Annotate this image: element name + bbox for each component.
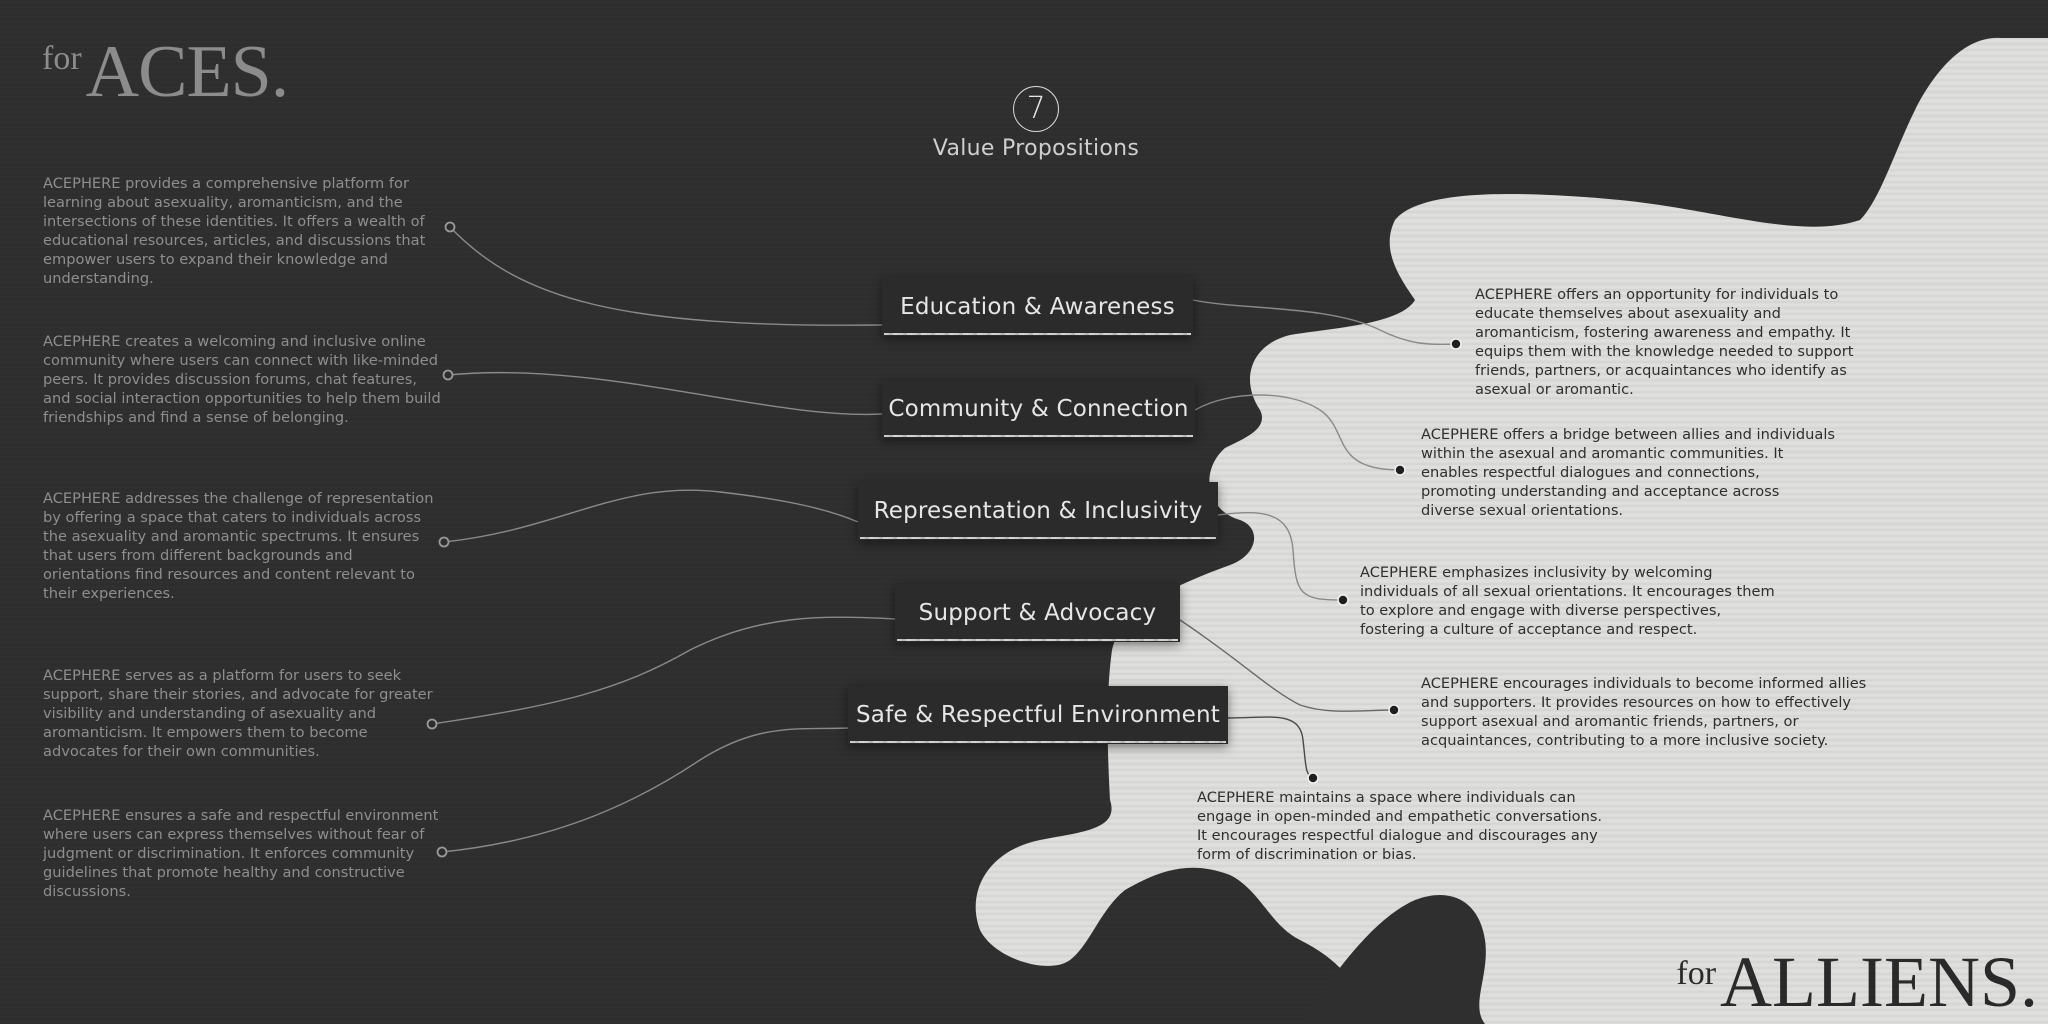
proposition-community-connection: Community & Connection <box>882 380 1195 438</box>
aces-text-education: ACEPHERE provides a comprehensive platfo… <box>43 174 443 288</box>
connector-dot <box>1395 465 1405 475</box>
aces-text-representation: ACEPHERE addresses the challenge of repr… <box>43 489 443 603</box>
aces-text-safe-environment: ACEPHERE ensures a safe and respectful e… <box>43 806 443 901</box>
proposition-representation-inclusivity: Representation & Inclusivity <box>858 482 1218 540</box>
allies-text-safe-environment: ACEPHERE maintains a space where individ… <box>1197 788 1607 864</box>
for-aces-heading: forACES. <box>42 30 288 115</box>
alliens-label: ALLIENS. <box>1720 942 2038 1022</box>
connector-dot <box>444 371 453 380</box>
value-propositions-title: Value Propositions <box>886 136 1186 161</box>
connector-dot <box>446 223 455 232</box>
allies-text-representation: ACEPHERE emphasizes inclusivity by welco… <box>1360 563 1780 639</box>
for-label: for <box>1676 955 1716 992</box>
allies-text-education: ACEPHERE offers an opportunity for indiv… <box>1475 285 1870 399</box>
connector-dot <box>1338 595 1348 605</box>
value-propositions-header: 7 Value Propositions <box>886 86 1186 161</box>
allies-text-community: ACEPHERE offers a bridge between allies … <box>1421 425 1836 520</box>
aces-label: ACES. <box>86 31 289 113</box>
aces-text-support: ACEPHERE serves as a platform for users … <box>43 666 443 761</box>
proposition-support-advocacy: Support & Advocacy <box>895 584 1180 642</box>
connector-dot <box>1308 773 1318 783</box>
for-alliens-heading: forALLIENS. <box>1676 941 2038 1024</box>
allies-text-support: ACEPHERE encourages individuals to becom… <box>1421 674 1876 750</box>
proposition-education-awareness: Education & Awareness <box>882 278 1193 336</box>
connector-dot <box>1389 705 1399 715</box>
aces-text-community: ACEPHERE creates a welcoming and inclusi… <box>43 332 443 427</box>
proposition-safe-environment: Safe & Respectful Environment <box>848 686 1228 744</box>
connector-dot <box>1451 339 1461 349</box>
value-propositions-count: 7 <box>1013 86 1059 132</box>
for-label: for <box>42 40 82 77</box>
